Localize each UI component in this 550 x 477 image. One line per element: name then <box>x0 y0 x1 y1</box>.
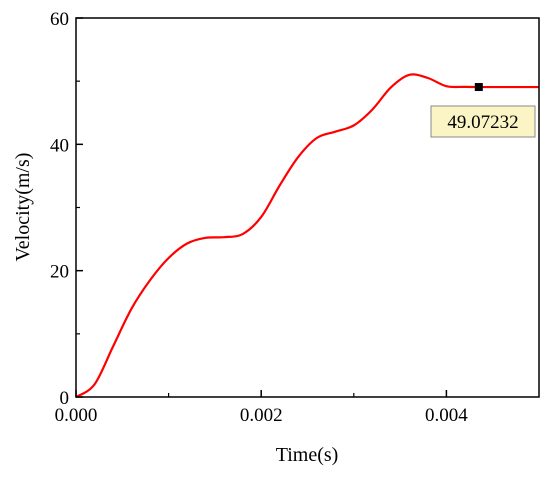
y-tick-label: 20 <box>50 262 69 283</box>
x-tick-label: 0.002 <box>240 405 283 426</box>
velocity-series-line <box>75 73 539 398</box>
x-axis-title: Time(s) <box>276 444 339 466</box>
tick-labels-layer: 0.000 0.002 0.004 0 20 40 60 <box>50 9 468 426</box>
y-axis-title: Velocity(m/s) <box>12 153 34 262</box>
y-tick-label: 60 <box>50 9 69 30</box>
annotation: 49.07232 <box>430 83 536 138</box>
x-tick-label: 0.000 <box>55 405 98 426</box>
annotation-label: 49.07232 <box>447 112 518 133</box>
y-tick-label: 0 <box>60 388 70 409</box>
annotation-box <box>430 105 536 138</box>
x-tick-label: 0.004 <box>425 405 468 426</box>
plot-area <box>76 18 539 397</box>
plot-frame <box>75 17 540 398</box>
annotation-marker <box>474 83 483 92</box>
y-tick-label: 40 <box>50 135 69 156</box>
